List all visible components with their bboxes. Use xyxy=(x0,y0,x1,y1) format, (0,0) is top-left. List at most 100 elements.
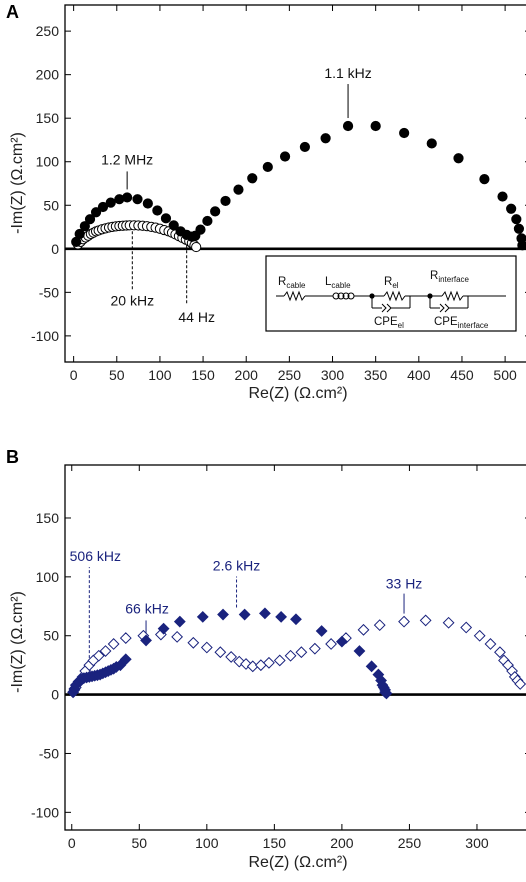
data-point xyxy=(479,174,490,185)
data-point xyxy=(196,610,209,623)
data-point xyxy=(92,649,105,662)
data-point xyxy=(74,228,85,240)
equivalent-circuit-inset: Rcable Lcable Rel Rinterface CPEel CPEin… xyxy=(265,255,517,332)
data-point xyxy=(365,660,378,673)
data-point xyxy=(157,622,170,635)
chart-a: -100 -50 0 50 100 150 200 250 0 50 100 150 200 250 30… xyxy=(9,4,526,402)
label-r-interface: Rinterface xyxy=(430,270,470,284)
data-point xyxy=(308,642,321,655)
data-point xyxy=(497,191,508,202)
data-point xyxy=(132,194,143,205)
x-axis-b: 0 50 100 150 200 250 300 xyxy=(68,465,489,851)
label-l-cable: Lcable xyxy=(325,276,351,290)
data-point xyxy=(398,615,410,628)
data-point xyxy=(484,638,497,650)
x-tick-label: 250 xyxy=(398,835,422,851)
annotation-label: 33 Hz xyxy=(386,576,423,592)
y-tick-label: 100 xyxy=(36,569,60,585)
label-cpe-el: CPEel xyxy=(374,316,404,330)
data-point xyxy=(214,646,227,659)
data-point xyxy=(84,214,96,225)
x-axis-label-a: Re(Z) (Ω.cm²) xyxy=(248,385,347,402)
y-axis-b: -100 -50 0 50 100 150 xyxy=(31,510,526,820)
plot-frame-b xyxy=(64,464,526,831)
panel-label-a: A xyxy=(6,2,19,22)
data-point xyxy=(273,654,286,667)
data-point xyxy=(171,630,184,643)
data-point xyxy=(168,220,179,231)
data-point xyxy=(399,127,410,139)
data-point xyxy=(514,678,526,690)
inset-frame xyxy=(265,255,517,332)
data-point xyxy=(263,656,275,669)
data-point xyxy=(506,203,517,214)
label-r-cable: Rcable xyxy=(278,276,306,290)
y-tick-label: 50 xyxy=(43,628,59,644)
data-point xyxy=(107,638,120,650)
data-point xyxy=(90,207,102,218)
x-axis-label-b: Re(Z) (Ω.cm²) xyxy=(248,854,347,871)
x-tick-label: 200 xyxy=(330,835,354,851)
data-point xyxy=(380,687,393,700)
data-point xyxy=(220,195,231,207)
data-point xyxy=(173,615,186,628)
data-point xyxy=(357,623,370,636)
y-tick-label: 50 xyxy=(43,197,59,213)
data-point xyxy=(353,645,366,657)
data-point xyxy=(200,641,213,654)
annotations-b: 506 kHz 66 kHz 2.6 kHz 33 Hz xyxy=(70,548,423,659)
y-tick-label: 100 xyxy=(36,154,60,170)
annotation-label: 506 kHz xyxy=(70,548,121,564)
data-point xyxy=(262,161,273,173)
y-tick-label: -100 xyxy=(31,804,59,820)
y-tick-label: 150 xyxy=(36,510,60,526)
data-point xyxy=(473,629,486,642)
data-point xyxy=(160,213,172,224)
resistor-cable-symbol xyxy=(283,290,306,302)
x-tick-label: 0 xyxy=(70,367,78,383)
y-axis-label-a: -Im(Z) (Ω.cm²) xyxy=(9,132,26,234)
x-tick-label: 250 xyxy=(278,367,302,383)
data-point xyxy=(119,632,132,644)
data-point xyxy=(247,173,258,184)
series-filled-diamonds xyxy=(67,607,393,700)
y-tick-label: 0 xyxy=(51,241,59,257)
x-tick-label: 500 xyxy=(493,367,517,383)
data-point xyxy=(97,201,109,213)
data-point xyxy=(217,608,229,621)
data-point xyxy=(513,223,525,234)
data-point xyxy=(442,616,455,629)
data-point xyxy=(419,614,432,627)
series-open-diamonds xyxy=(67,614,526,699)
data-point xyxy=(295,646,308,659)
x-tick-label: 300 xyxy=(465,835,489,851)
x-tick-label: 100 xyxy=(195,835,219,851)
resistor-interface-symbol xyxy=(441,290,464,302)
x-tick-label: 150 xyxy=(191,367,215,383)
y-tick-label: -50 xyxy=(39,745,59,761)
data-point xyxy=(335,635,348,648)
cpe-interface-symbol xyxy=(439,303,445,313)
plot-frame-a xyxy=(64,4,526,363)
data-point xyxy=(315,625,328,637)
annotation-label: 66 kHz xyxy=(125,600,169,616)
label-cpe-interface: CPEinterface xyxy=(434,316,489,330)
x-axis-a: 0 50 100 150 200 250 300 350 400 450 500 xyxy=(70,5,517,383)
data-point xyxy=(342,120,354,132)
data-point xyxy=(511,214,522,225)
data-point xyxy=(99,645,112,657)
annotation-label: 1.1 kHz xyxy=(324,65,371,81)
x-tick-label: 400 xyxy=(407,367,431,383)
panel-label-b: B xyxy=(6,447,19,467)
data-point xyxy=(370,120,381,132)
x-tick-label: 100 xyxy=(148,367,172,383)
x-tick-label: 350 xyxy=(364,367,388,383)
x-tick-label: 50 xyxy=(109,367,125,383)
data-point xyxy=(191,241,202,253)
data-point xyxy=(290,613,302,626)
resistor-el-symbol xyxy=(383,290,406,302)
y-tick-label: -50 xyxy=(39,284,59,300)
x-tick-label: 0 xyxy=(68,835,76,851)
data-point xyxy=(195,224,206,235)
